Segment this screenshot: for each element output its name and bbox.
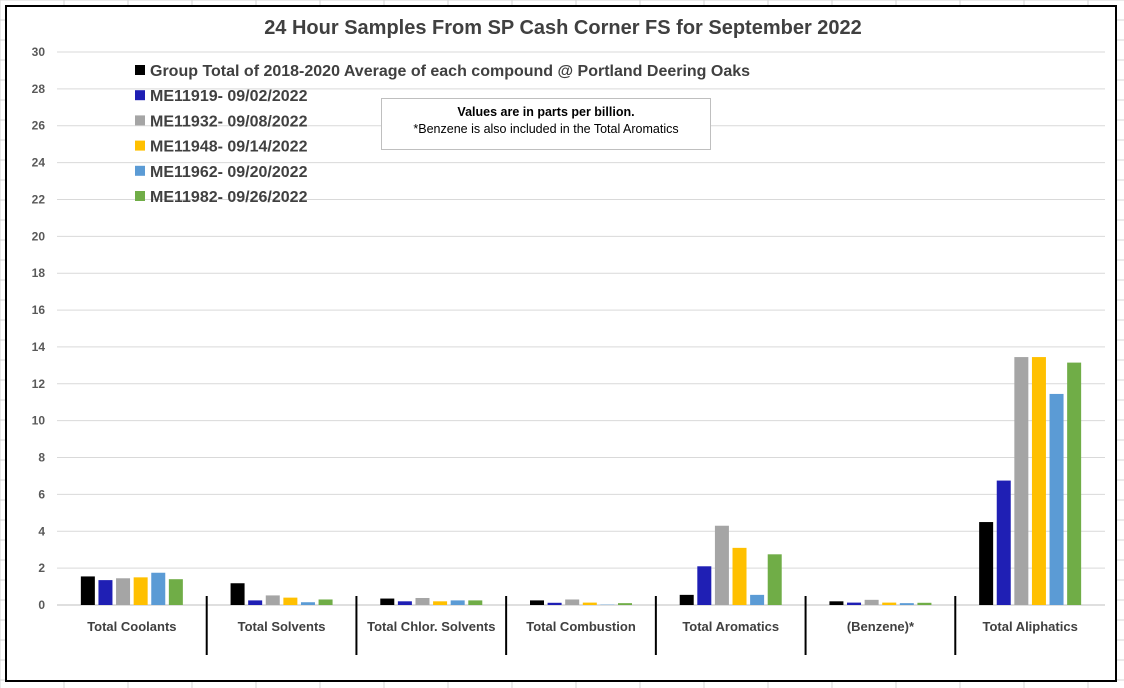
- bar: [318, 599, 333, 605]
- bar: [468, 600, 483, 605]
- x-tick-label: Total Coolants: [87, 619, 176, 634]
- bar: [882, 602, 897, 605]
- bar: [1031, 357, 1046, 605]
- bar: [679, 594, 694, 605]
- bar: [1049, 393, 1064, 605]
- bar: [116, 578, 131, 605]
- bar: [230, 583, 245, 605]
- bar: [397, 601, 412, 605]
- bar: [979, 522, 994, 605]
- bar: [864, 599, 879, 605]
- legend-swatch: [135, 115, 145, 126]
- bar: [565, 599, 580, 605]
- bars: [80, 357, 1082, 605]
- y-tick-label: 8: [38, 451, 45, 465]
- units-note-line1: Values are in parts per billion.: [457, 105, 635, 119]
- y-tick-label: 14: [32, 340, 46, 354]
- bar: [714, 525, 729, 605]
- units-note-line2: *Benzene is also included in the Total A…: [413, 122, 679, 136]
- units-note: Values are in parts per billion. *Benzen…: [381, 98, 711, 150]
- bar: [917, 602, 932, 605]
- bar: [450, 600, 465, 605]
- x-tick-label: Total Aromatics: [682, 619, 779, 634]
- bar: [847, 602, 862, 605]
- legend-swatch: [135, 90, 145, 101]
- x-tick-label: Total Solvents: [238, 619, 326, 634]
- y-tick-label: 16: [32, 303, 46, 317]
- y-tick-label: 10: [32, 414, 46, 428]
- y-tick-label: 18: [32, 266, 46, 280]
- legend-swatch: [135, 140, 145, 151]
- bar: [283, 597, 298, 605]
- y-tick-label: 28: [32, 82, 46, 96]
- legend-label: Group Total of 2018-2020 Average of each…: [150, 63, 750, 80]
- legend-swatch: [135, 191, 145, 201]
- bar: [433, 601, 448, 605]
- chart-title: 24 Hour Samples From SP Cash Corner FS f…: [264, 17, 862, 39]
- bar: [1067, 362, 1082, 605]
- bar: [618, 603, 632, 605]
- legend-label: ME11962- 09/20/2022: [150, 164, 308, 181]
- x-tick-label: Total Combustion: [526, 619, 636, 634]
- x-tick-label: (Benzene)*: [847, 619, 915, 634]
- category-separators: [205, 596, 957, 655]
- y-tick-label: 4: [38, 524, 45, 538]
- legend-swatch: [135, 65, 145, 75]
- bar: [133, 577, 148, 605]
- legend-swatch: [135, 165, 145, 176]
- bar: [829, 601, 844, 605]
- legend-label: ME11948- 09/14/2022: [150, 139, 308, 156]
- legend-label: ME11982- 09/26/2022: [150, 189, 308, 206]
- bar: [248, 600, 263, 605]
- bar: [415, 597, 430, 605]
- bar: [547, 602, 562, 605]
- bar: [530, 600, 544, 605]
- bar: [996, 480, 1011, 605]
- bar: [380, 598, 395, 605]
- bar: [582, 602, 597, 605]
- x-tick-label: Total Chlor. Solvents: [367, 619, 495, 634]
- bar: [732, 547, 747, 605]
- bar: [98, 580, 113, 605]
- y-tick-label: 20: [32, 229, 46, 243]
- bar: [151, 572, 166, 605]
- y-tick-label: 6: [38, 487, 45, 501]
- bar: [899, 603, 914, 605]
- bar: [300, 602, 315, 605]
- y-tick-label: 22: [32, 192, 46, 206]
- legend: Group Total of 2018-2020 Average of each…: [135, 63, 750, 206]
- bar: [80, 576, 95, 605]
- x-axis: Total Coolants Total Solvents Total Chlor.…: [87, 619, 1078, 634]
- y-tick-label: 2: [38, 561, 45, 575]
- bar: [265, 595, 280, 605]
- bar: [1014, 357, 1029, 605]
- y-tick-label: 0: [38, 598, 45, 612]
- legend-label: ME11932- 09/08/2022: [150, 113, 308, 130]
- y-tick-label: 24: [32, 156, 46, 170]
- y-tick-label: 26: [32, 119, 46, 133]
- bar: [697, 566, 712, 605]
- y-tick-label: 30: [32, 45, 46, 59]
- legend-label: ME11919- 09/02/2022: [150, 88, 308, 105]
- bar: [168, 579, 183, 605]
- bar: [767, 554, 782, 605]
- y-tick-label: 12: [32, 377, 46, 391]
- gridlines: [57, 51, 1105, 606]
- x-tick-label: Total Aliphatics: [982, 619, 1077, 634]
- bar: [750, 594, 765, 605]
